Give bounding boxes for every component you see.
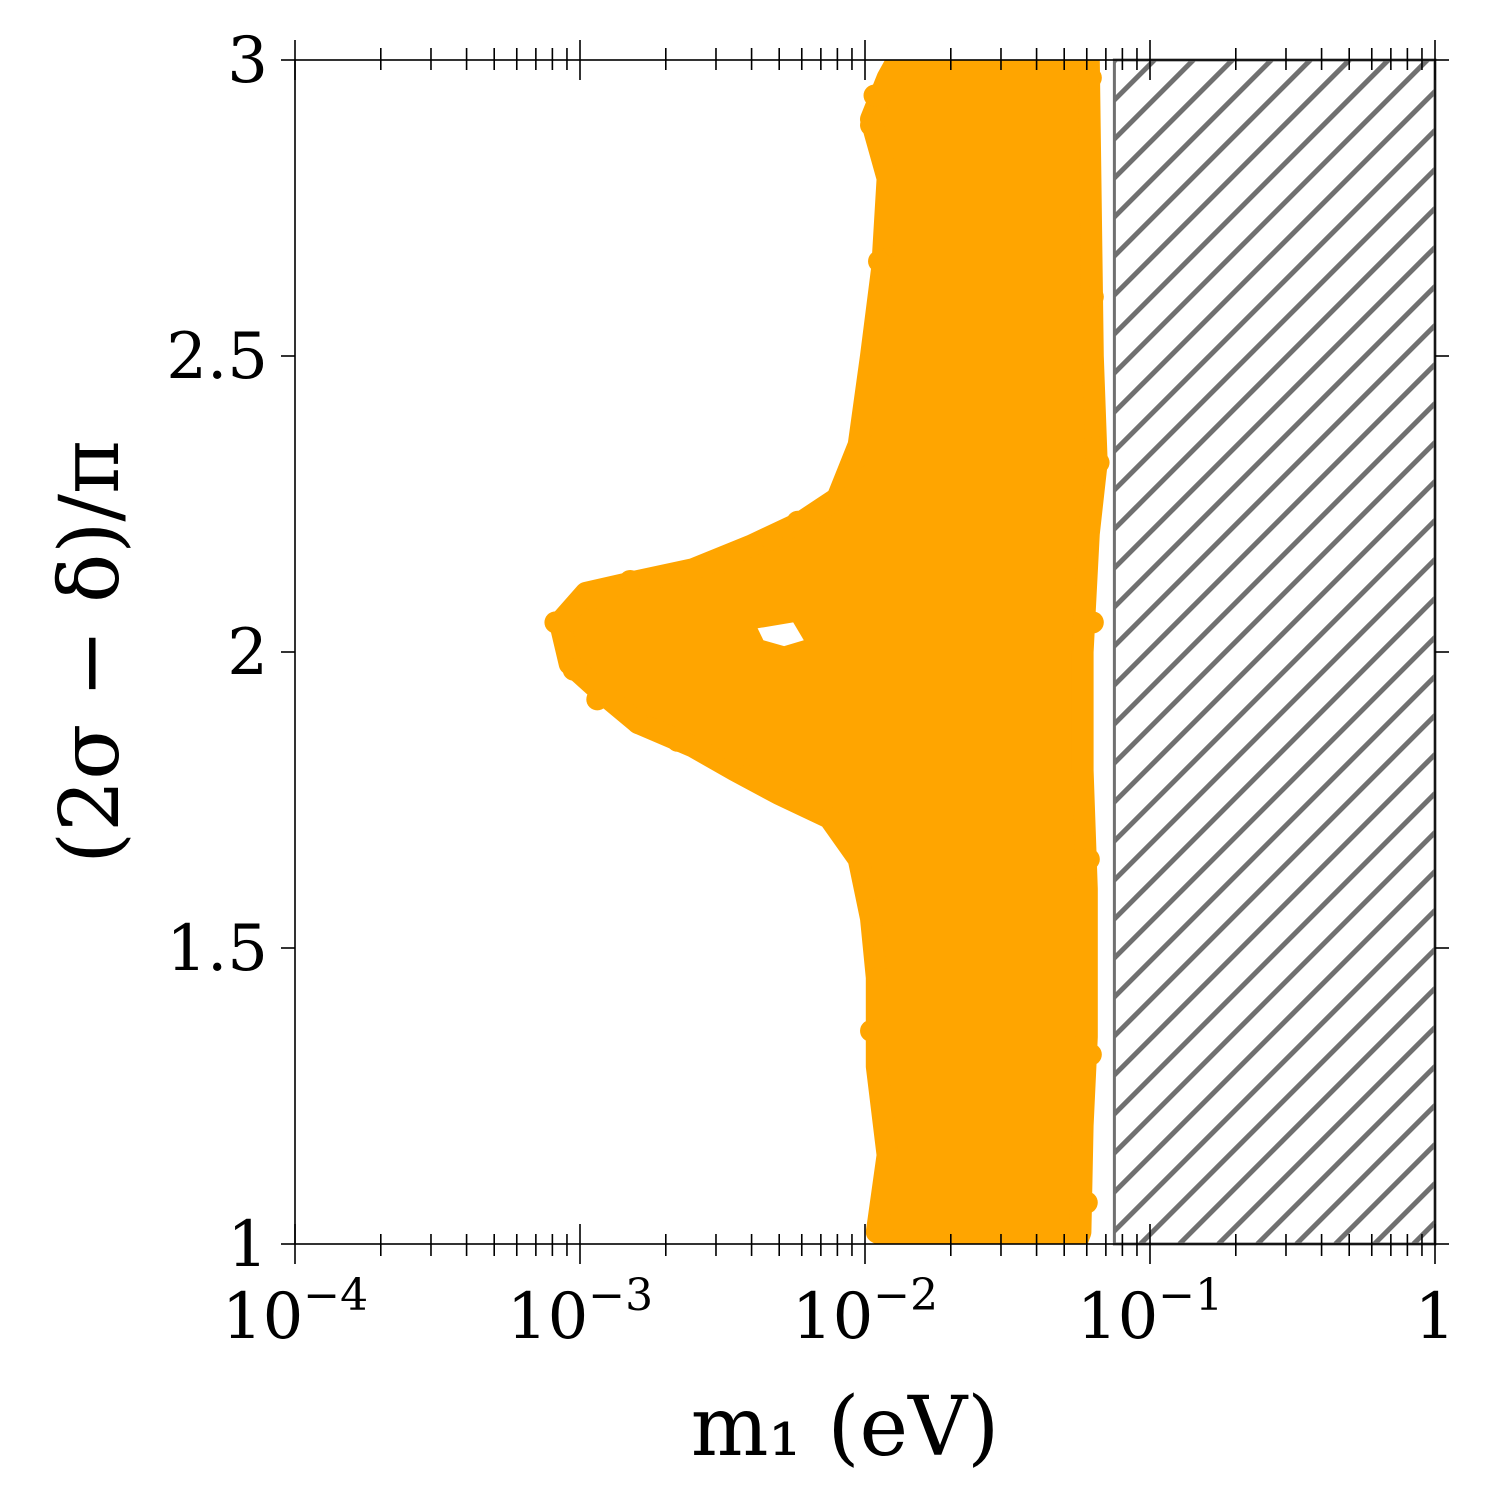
- scatter-point: [871, 1215, 894, 1238]
- hatch-line: [1114, 828, 1435, 1157]
- scatter-point: [562, 658, 585, 681]
- hatch-line: [1114, 60, 1314, 260]
- hatch-line: [1114, 126, 1435, 455]
- hatch-line: [1114, 555, 1435, 884]
- y-axis-label: (2σ − δ)/π: [43, 440, 138, 864]
- x-tick-label: 10−1: [1077, 1270, 1223, 1354]
- hatch-line: [1372, 1179, 1435, 1244]
- scatter-point: [666, 564, 689, 587]
- hatch-line: [1114, 750, 1435, 1079]
- scatter-point: [876, 1085, 899, 1107]
- x-tick-labels: 10−4 10−3 10−2 10−1 1: [222, 1270, 1456, 1354]
- axis-ticks: [281, 40, 1449, 1264]
- hatch-line: [1114, 906, 1435, 1235]
- hatch-line: [1114, 321, 1435, 650]
- x-tick-label: 10−3: [507, 1270, 653, 1354]
- scatter-point: [829, 812, 852, 835]
- hatch-line: [1452, 0, 1500, 1244]
- scatter-region: [544, 60, 1110, 1244]
- hatch-line: [1114, 867, 1435, 1196]
- y-tick-label: 2.5: [166, 320, 268, 394]
- scatter-point: [716, 552, 739, 575]
- hatch-line: [1411, 1218, 1435, 1244]
- scatter-point: [1079, 1043, 1102, 1066]
- hatch-line: [1138, 945, 1435, 1244]
- x-tick-label: 10−4: [222, 1270, 368, 1354]
- scatter-density-region: [548, 60, 1108, 1244]
- scatter-point: [865, 925, 888, 948]
- scatter-point: [847, 842, 870, 865]
- scatter-point: [806, 789, 829, 811]
- scatter-point: [1079, 66, 1102, 89]
- scatter-point: [861, 374, 884, 397]
- hatch-line: [1114, 360, 1435, 689]
- x-tick-label: 10−2: [792, 1270, 938, 1354]
- scatter-point: [868, 966, 891, 989]
- scatter-point: [580, 587, 603, 610]
- scatter-point: [1081, 285, 1104, 308]
- scatter-point: [847, 445, 870, 468]
- hatch-line: [1114, 60, 1275, 221]
- hatch-line: [1114, 711, 1435, 1040]
- hatch-line: [1114, 789, 1435, 1118]
- hatch-line: [1114, 438, 1435, 767]
- x-axis-label: m₁ (eV): [691, 1380, 999, 1475]
- x-tick-label: 1: [1415, 1280, 1456, 1354]
- y-tick-label: 3: [227, 24, 268, 98]
- scatter-point: [544, 611, 567, 634]
- scatter-point: [860, 1019, 883, 1042]
- hatch-line: [1114, 282, 1435, 611]
- scatter-point: [860, 114, 883, 137]
- scatter-point: [1087, 451, 1110, 474]
- scatter-point: [1077, 848, 1100, 871]
- hatch-line: [1114, 87, 1435, 416]
- scatter-point: [874, 226, 897, 249]
- scatter-point: [1081, 611, 1104, 634]
- scatter-point: [760, 528, 783, 551]
- hatch-line: [1114, 60, 1353, 299]
- scatter-region-hole: [757, 622, 804, 647]
- y-tick-label: 1.5: [166, 912, 268, 986]
- scatter-point: [860, 877, 883, 900]
- hatch-line: [1114, 60, 1392, 338]
- hatch-line: [1114, 516, 1435, 845]
- scatter-point: [619, 569, 642, 592]
- scatter-point: [786, 510, 809, 533]
- scatter-point: [868, 250, 891, 273]
- hatch-line: [1491, 0, 1500, 1244]
- scatter-point: [829, 487, 852, 510]
- y-tick-label: 2: [227, 616, 268, 690]
- scatter-point: [627, 712, 650, 735]
- scatter-point: [666, 729, 689, 752]
- excluded-region: [1112, 0, 1500, 1246]
- y-tick-labels: 1 1.5 2 2.5 3: [166, 24, 268, 1282]
- hatch-line: [1177, 984, 1435, 1244]
- scatter-point: [1075, 1191, 1098, 1214]
- scatter-point: [863, 901, 886, 924]
- scatter-point: [768, 771, 791, 794]
- scatter-point: [863, 84, 886, 107]
- scatter-point: [1083, 416, 1106, 439]
- hatch-line: [1114, 399, 1435, 728]
- hatch-line: [1114, 60, 1236, 182]
- hatch-line: [1114, 60, 1431, 377]
- hatch-line: [1114, 477, 1435, 806]
- scatter-point: [724, 747, 747, 770]
- scatter-point: [876, 1144, 899, 1167]
- y-tick-label: 1: [227, 1208, 268, 1282]
- scatter-point: [586, 688, 609, 711]
